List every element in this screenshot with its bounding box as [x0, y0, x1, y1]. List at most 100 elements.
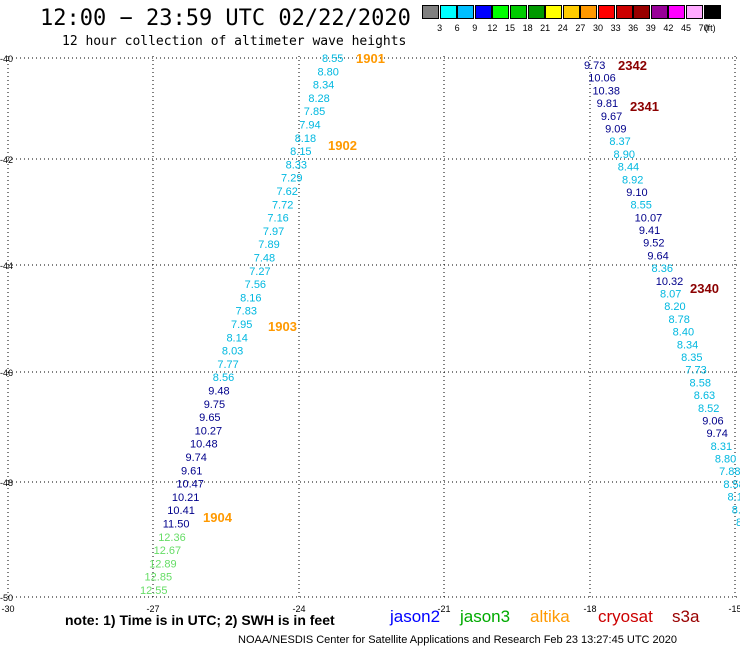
wave-height-label: 9.52	[643, 238, 664, 250]
wave-height-label: 7.73	[685, 365, 706, 377]
legend-swatch	[527, 5, 545, 19]
wave-height-label: 9.41	[639, 225, 660, 237]
legend-swatch	[510, 5, 527, 19]
footer-credit: NOAA/NESDIS Center for Satellite Applica…	[238, 634, 678, 646]
wave-height-label: 7.89	[258, 239, 279, 251]
pass-time-label: 1901	[356, 51, 385, 66]
legend-label: 9	[472, 23, 478, 33]
legend-swatch	[474, 5, 492, 19]
legend-label: 15	[504, 23, 515, 33]
wave-height-label: 8.44	[618, 162, 639, 174]
wave-height-label: 10.41	[167, 505, 195, 517]
lon-tick-label: -18	[583, 604, 596, 614]
legend-swatch	[650, 5, 668, 19]
lon-tick-label: -21	[437, 604, 450, 614]
pass-time-label: 2340	[690, 281, 719, 296]
wave-height-label: 7.97	[263, 226, 284, 238]
wave-height-label: 8.31	[711, 441, 732, 453]
lon-tick-label: -15	[728, 604, 740, 614]
satellite-name: s3a	[672, 607, 700, 626]
legend-label: 42	[663, 23, 674, 33]
wave-height-label: 8	[736, 517, 740, 529]
legend-label: 36	[628, 23, 639, 33]
wave-height-label: 8.63	[694, 390, 715, 402]
legend-swatch	[580, 5, 598, 19]
legend-swatch	[492, 5, 510, 19]
legend-label: 39	[645, 23, 656, 33]
wave-height-label: 7.77	[217, 359, 238, 371]
legend-swatch	[703, 5, 721, 19]
wave-height-label: 9.81	[597, 98, 618, 110]
wave-height-label: 8.90	[614, 149, 635, 161]
legend-label: 70	[698, 23, 709, 33]
wave-height-label: 9.09	[605, 123, 626, 135]
legend-swatch	[545, 5, 563, 19]
wave-height-label: 8.78	[668, 314, 689, 326]
wave-height-label: 9.73	[584, 60, 605, 72]
legend-label: 33	[610, 23, 621, 33]
wave-height-label: 9.61	[181, 465, 202, 477]
wave-height-label: 12.36	[158, 532, 186, 544]
footer-note: note: 1) Time is in UTC; 2) SWH is in fe…	[65, 612, 335, 628]
wave-height-label: 8.35	[681, 352, 702, 364]
wave-height-label: 8.34	[313, 80, 334, 92]
legend-label: 45	[680, 23, 691, 33]
legend-swatch	[422, 5, 439, 19]
lon-tick-label: -24	[292, 604, 305, 614]
legend-swatch	[668, 5, 686, 19]
legend-label: 21	[540, 23, 551, 33]
wave-height-label: 9.65	[199, 412, 220, 424]
legend-swatch	[562, 5, 580, 19]
wave-height-label: 7.95	[231, 319, 252, 331]
lat-tick-label: -48	[0, 478, 13, 488]
wave-height-label: 8.52	[698, 403, 719, 415]
wave-height-label: 7.48	[254, 253, 275, 265]
wave-height-label: 7.29	[281, 173, 302, 185]
wave-height-label: 7.62	[277, 186, 298, 198]
lat-tick-label: -42	[0, 155, 13, 165]
lon-tick-label: -27	[146, 604, 159, 614]
legend-swatch	[615, 5, 633, 19]
wave-height-label: 10.48	[190, 439, 218, 451]
legend-swatch	[686, 5, 703, 19]
wave-height-label: 7.72	[272, 199, 293, 211]
wave-height-label: 10.27	[195, 425, 223, 437]
wave-height-label: 11.50	[163, 519, 190, 531]
page-subtitle: 12 hour collection of altimeter wave hei…	[62, 34, 407, 49]
wave-height-label: 8.55	[322, 53, 343, 65]
lat-tick-label: -50	[0, 593, 13, 603]
wave-height-label: 8.80	[715, 454, 736, 466]
lat-tick-label: -46	[0, 368, 13, 378]
legend-label: 3	[437, 23, 443, 33]
wave-height-label: 10.07	[635, 212, 663, 224]
wave-height-label: 12.55	[140, 585, 168, 597]
wave-height-label: 8.1	[728, 492, 740, 504]
pass-time-label: 1903	[268, 319, 297, 334]
wave-height-label: 8.92	[622, 174, 643, 186]
wave-height-label: 7.85	[304, 106, 325, 118]
satellite-name: cryosat	[598, 607, 653, 626]
wave-height-label: 12.85	[145, 572, 173, 584]
wave-height-label: 8.	[732, 504, 740, 516]
wave-height-label: 8.58	[690, 377, 711, 389]
pass-time-label: 2341	[630, 99, 659, 114]
legend-unit: (ft)	[704, 23, 716, 33]
wave-height-label: 8.80	[317, 66, 338, 78]
wave-height-label: 8.16	[240, 292, 261, 304]
wave-height-label: 9.67	[601, 111, 622, 123]
wave-height-label: 8.56	[213, 372, 234, 384]
pass-time-label: 2342	[618, 58, 647, 73]
wave-height-label: 8.20	[664, 301, 685, 313]
legend-swatch	[598, 5, 615, 19]
satellite-name: altika	[530, 607, 570, 626]
wave-height-label: 8.18	[295, 133, 316, 145]
pass-time-label: 1902	[328, 138, 357, 153]
wave-height-label: 7.56	[245, 279, 266, 291]
wave-height-label: 8.03	[222, 346, 243, 358]
page-title: 12:00 − 23:59 UTC 02/22/2020	[40, 6, 411, 31]
wave-height-label: 10.38	[592, 85, 620, 97]
legend-label: 30	[592, 23, 603, 33]
legend-label: 18	[522, 23, 533, 33]
